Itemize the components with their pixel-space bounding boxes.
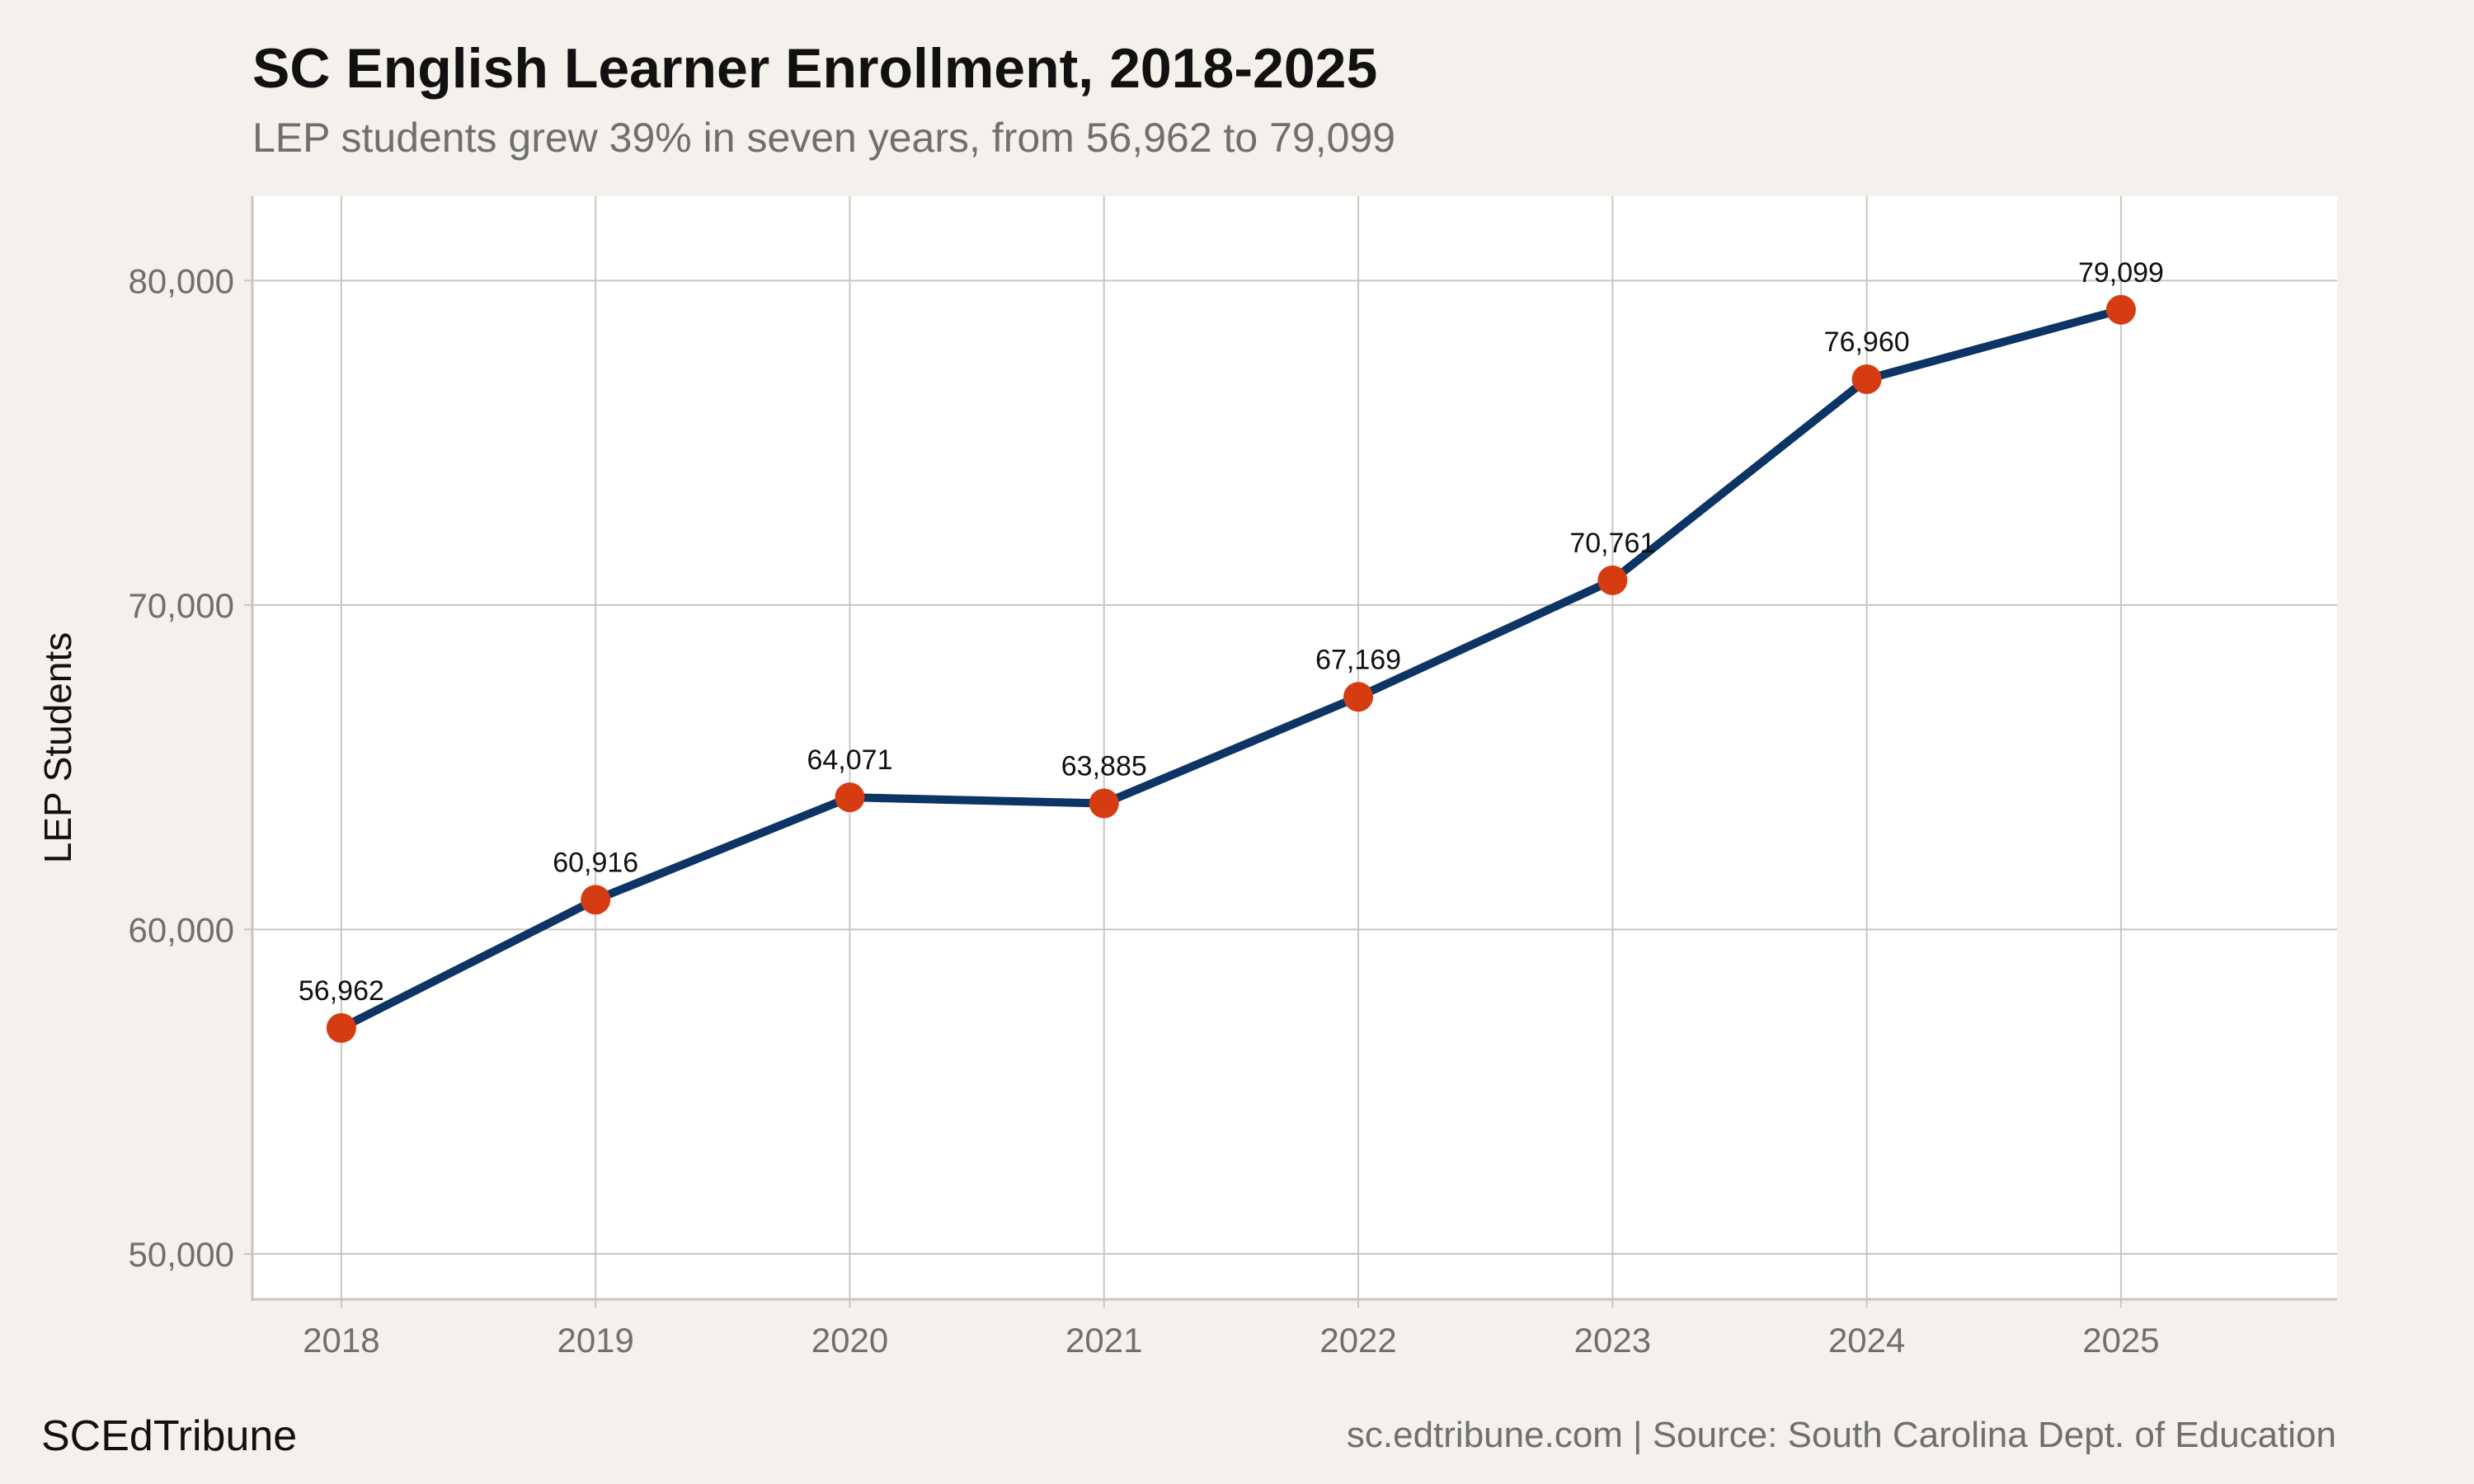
x-tick-label: 2022 bbox=[1319, 1321, 1396, 1360]
chart-subtitle: LEP students grew 39% in seven years, fr… bbox=[252, 115, 1396, 161]
axes: 50,000 60,000 70,000 80,000 2018 2019 2020 2021… bbox=[129, 196, 2337, 1360]
data-label: 79,099 bbox=[2078, 257, 2164, 289]
plot-panel bbox=[252, 196, 2337, 1299]
data-labels: 56,962 60,916 64,071 63,885 67,169 70,761 76,9… bbox=[299, 257, 2164, 1007]
data-label: 70,761 bbox=[1569, 528, 1655, 559]
x-tick-label: 2024 bbox=[1828, 1321, 1905, 1360]
data-points bbox=[326, 294, 2136, 1043]
data-point bbox=[1089, 788, 1119, 819]
data-label: 64,071 bbox=[807, 744, 892, 776]
data-point bbox=[835, 782, 865, 813]
data-label: 60,916 bbox=[553, 847, 638, 878]
grid-lines bbox=[252, 196, 2337, 1299]
series-line bbox=[336, 305, 2125, 1032]
data-label: 67,169 bbox=[1315, 644, 1401, 675]
chart-title: SC English Learner Enrollment, 2018-2025 bbox=[252, 37, 1378, 100]
data-point bbox=[1597, 565, 1628, 595]
data-point bbox=[2105, 294, 2136, 325]
data-point bbox=[326, 1012, 356, 1043]
x-tick-label: 2018 bbox=[303, 1321, 379, 1360]
data-label: 56,962 bbox=[299, 975, 384, 1007]
data-point bbox=[581, 885, 611, 915]
data-point bbox=[1343, 682, 1374, 712]
y-tick-label: 80,000 bbox=[129, 261, 234, 300]
x-tick-label: 2025 bbox=[2082, 1321, 2159, 1360]
x-tick-label: 2021 bbox=[1065, 1321, 1142, 1360]
y-axis-label: LEP Students bbox=[36, 632, 79, 863]
y-tick-label: 50,000 bbox=[129, 1235, 234, 1274]
brand-name: SCEdTribune bbox=[41, 1412, 298, 1460]
data-label: 63,885 bbox=[1061, 750, 1147, 782]
data-label: 76,960 bbox=[1824, 326, 1910, 358]
series-line-layer bbox=[336, 305, 2125, 1032]
x-tick-label: 2020 bbox=[811, 1321, 888, 1360]
y-tick-label: 60,000 bbox=[129, 910, 234, 949]
y-tick-label: 70,000 bbox=[129, 586, 234, 625]
x-tick-label: 2023 bbox=[1574, 1321, 1651, 1360]
source-credit: sc.edtribune.com | Source: South Carolin… bbox=[1346, 1415, 2336, 1455]
data-point bbox=[1851, 364, 1882, 394]
x-tick-label: 2019 bbox=[557, 1321, 633, 1360]
